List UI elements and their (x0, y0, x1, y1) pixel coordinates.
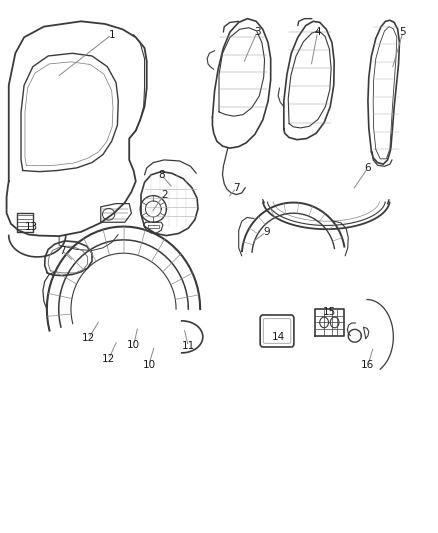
Text: 2: 2 (161, 190, 168, 199)
Text: 13: 13 (25, 222, 38, 232)
Text: 15: 15 (323, 307, 336, 317)
Text: 7: 7 (59, 246, 66, 255)
Text: 16: 16 (361, 360, 374, 370)
Text: 12: 12 (102, 354, 115, 364)
Text: 5: 5 (399, 27, 406, 37)
Text: 1: 1 (108, 30, 115, 39)
Text: 10: 10 (127, 341, 140, 350)
Text: 4: 4 (314, 27, 321, 37)
Text: 9: 9 (263, 227, 270, 237)
Text: 6: 6 (364, 163, 371, 173)
Text: 14: 14 (272, 332, 285, 342)
Text: 11: 11 (182, 342, 195, 351)
Text: 10: 10 (142, 360, 155, 369)
Text: 12: 12 (82, 334, 95, 343)
Text: 3: 3 (254, 27, 261, 37)
Text: 8: 8 (158, 170, 165, 180)
Text: 7: 7 (233, 183, 240, 192)
